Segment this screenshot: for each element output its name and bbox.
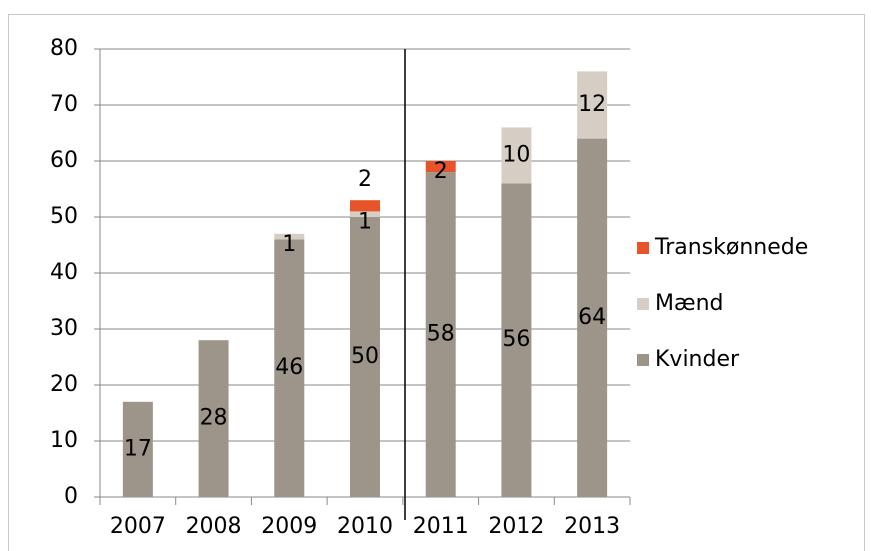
y-tick-label: 70	[50, 92, 78, 117]
y-tick-label: 40	[50, 260, 78, 285]
bar-segment	[350, 200, 380, 212]
bar-segment	[425, 161, 456, 173]
y-tick-label: 60	[50, 148, 78, 173]
x-tick-label: 2010	[337, 514, 393, 539]
x-tick-label: 2007	[110, 514, 166, 539]
bar-segment	[122, 401, 153, 497]
data-label: 12	[578, 92, 606, 117]
bar-segment	[274, 239, 305, 497]
legend-swatch	[637, 298, 649, 310]
x-tick-label: 2012	[488, 514, 544, 539]
data-label: 2	[358, 167, 372, 192]
legend-swatch	[637, 242, 649, 254]
legend-label: Mænd	[655, 291, 724, 316]
bar-segment	[577, 138, 608, 497]
data-label: 17	[124, 436, 152, 461]
data-label: 10	[502, 142, 530, 167]
y-tick-label: 50	[50, 204, 78, 229]
y-tick-label: 30	[50, 316, 78, 341]
bar-segment	[577, 71, 608, 139]
data-label: 28	[200, 406, 228, 431]
y-tick-label: 10	[50, 428, 78, 453]
data-label: 2	[434, 159, 448, 184]
data-label: 50	[351, 344, 379, 369]
chart-frame	[8, 14, 865, 551]
x-tick-label: 2013	[564, 514, 620, 539]
bar-segment	[501, 127, 532, 184]
y-tick-label: 0	[64, 484, 78, 509]
y-tick-label: 80	[50, 36, 78, 61]
bar-segment	[350, 217, 380, 497]
data-label: 1	[282, 232, 296, 257]
x-tick-label: 2011	[413, 514, 469, 539]
legend-label: Kvinder	[655, 347, 740, 372]
x-tick-label: 2008	[186, 514, 242, 539]
data-label: 58	[427, 322, 455, 347]
data-label: 56	[502, 327, 530, 352]
x-tick-label: 2009	[261, 514, 317, 539]
bar-segment	[425, 172, 456, 497]
bar-segment	[198, 340, 229, 497]
data-label: 64	[578, 305, 606, 330]
data-label: 46	[275, 355, 303, 380]
legend-label: Transkønnede	[654, 235, 808, 260]
bar-segment	[350, 211, 380, 217]
legend-swatch	[637, 354, 649, 366]
bar-segment	[501, 183, 532, 497]
y-tick-label: 20	[50, 372, 78, 397]
data-label: 1	[358, 209, 372, 234]
bar-segment	[274, 233, 305, 240]
